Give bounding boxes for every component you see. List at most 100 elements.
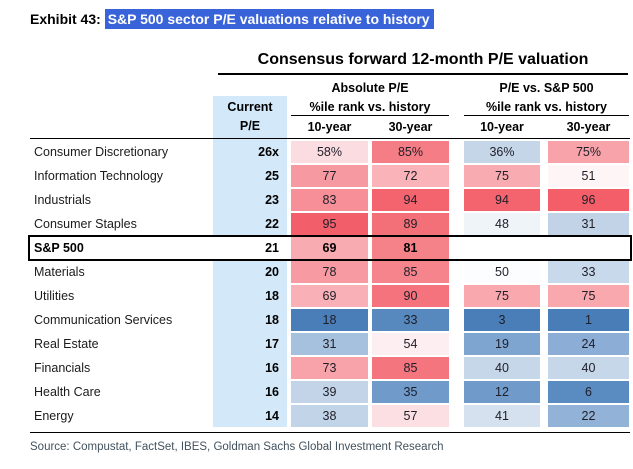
current-pe-value: 25 (265, 169, 279, 183)
rel-10yr-percentile-cell: 19 (464, 333, 540, 355)
abs-10yr-percentile-cell: 83 (291, 189, 368, 211)
column-group-pe-vs-sp500: P/E vs. S&P 500 (499, 81, 594, 95)
exhibit-number-label: Exhibit 43: (30, 11, 101, 27)
rel-10yr-percentile-cell: 40 (464, 357, 540, 379)
current-pe-column-background (213, 96, 287, 427)
abs-10yr-percentile-cell: 18 (291, 309, 368, 331)
sector-label: Consumer Discretionary (34, 145, 169, 159)
rel-30yr-percentile-cell: 22 (548, 405, 629, 427)
rel-30yr-percentile-cell: 75% (548, 141, 629, 163)
current-pe-value: 21 (265, 241, 279, 255)
table-row: Industrials 23 83 94 94 96 (30, 189, 630, 211)
abs-30yr-percentile-cell: 81 (372, 237, 449, 259)
table-row: Communication Services 18 18 33 3 1 (30, 309, 630, 331)
source-attribution: Source: Compustat, FactSet, IBES, Goldma… (30, 441, 444, 453)
table-row: Financials 16 73 85 40 40 (30, 357, 630, 379)
rel-30yr-percentile-cell: 75 (548, 285, 629, 307)
abs-30yr-column-header: 30-year (388, 120, 433, 134)
abs-10yr-percentile-cell: 73 (291, 357, 368, 379)
rel-30yr-percentile-cell: 31 (548, 213, 629, 235)
abs-10yr-percentile-cell: 39 (291, 381, 368, 403)
current-pe-value: 20 (265, 265, 279, 279)
rel-30yr-percentile-cell: 96 (548, 189, 629, 211)
rel-10yr-column-header: 10-year (480, 120, 524, 134)
rel-10yr-percentile-cell: 12 (464, 381, 540, 403)
sector-label: Materials (34, 265, 85, 279)
abs-30yr-percentile-cell: 57 (372, 405, 449, 427)
rel-30yr-percentile-cell: 40 (548, 357, 629, 379)
table-title: Consensus forward 12-month P/E valuation (218, 51, 628, 75)
rel-10yr-percentile-cell (464, 237, 540, 259)
header-divider-line (30, 138, 630, 139)
rel-30yr-percentile-cell (548, 237, 629, 259)
sector-label: Real Estate (34, 337, 99, 351)
sector-label: Financials (34, 361, 91, 375)
sector-label: Industrials (34, 193, 91, 207)
current-pe-column-header: Current P/E (213, 98, 287, 136)
exhibit-title-highlighted: S&P 500 sector P/E valuations relative t… (104, 9, 434, 29)
current-pe-value: 14 (265, 409, 279, 423)
abs-30yr-percentile-cell: 54 (372, 333, 449, 355)
abs-30yr-percentile-cell: 72 (372, 165, 449, 187)
sector-label: Health Care (34, 385, 101, 399)
table-row: Energy 14 38 57 41 22 (30, 405, 630, 427)
current-pe-value: 23 (265, 193, 279, 207)
rel-30yr-percentile-cell: 1 (548, 309, 629, 331)
current-pe-value: 22 (265, 217, 279, 231)
abs-10yr-percentile-cell: 69 (291, 237, 368, 259)
table-row: Health Care 16 39 35 12 6 (30, 381, 630, 403)
sector-label: S&P 500 (34, 241, 84, 255)
rel-10yr-percentile-cell: 94 (464, 189, 540, 211)
sector-label: Communication Services (34, 313, 173, 327)
table-row: Consumer Staples 22 95 89 48 31 (30, 213, 630, 235)
rel-10yr-percentile-cell: 36% (464, 141, 540, 163)
abs-30yr-percentile-cell: 89 (372, 213, 449, 235)
abs-10yr-percentile-cell: 78 (291, 261, 368, 283)
current-pe-header-line2: P/E (239, 119, 261, 133)
table-row: Materials 20 78 85 50 33 (30, 261, 630, 283)
table-row: Utilities 18 69 90 75 75 (30, 285, 630, 307)
current-pe-value: 18 (265, 289, 279, 303)
abs-30yr-percentile-cell: 85 (372, 261, 449, 283)
rel-30yr-percentile-cell: 6 (548, 381, 629, 403)
abs-10yr-percentile-cell: 31 (291, 333, 368, 355)
rel-30yr-column-header: 30-year (566, 120, 611, 134)
table-row: Real Estate 17 31 54 19 24 (30, 333, 630, 355)
abs-30yr-percentile-cell: 35 (372, 381, 449, 403)
rel-10yr-percentile-cell: 48 (464, 213, 540, 235)
rel-10yr-percentile-cell: 50 (464, 261, 540, 283)
exhibit-heading: Exhibit 43: S&P 500 sector P/E valuation… (30, 9, 434, 29)
sector-label: Utilities (34, 289, 75, 303)
abs-10yr-percentile-cell: 69 (291, 285, 368, 307)
abs-10yr-percentile-cell: 38 (291, 405, 368, 427)
current-pe-value: 26x (258, 145, 279, 159)
abs-30yr-percentile-cell: 90 (372, 285, 449, 307)
table-bottom-line (30, 432, 630, 433)
table-row: Information Technology 25 77 72 75 51 (30, 165, 630, 187)
rel-30yr-percentile-cell: 24 (548, 333, 629, 355)
sector-label: Consumer Staples (34, 217, 137, 231)
current-pe-header-line1: Current (227, 100, 273, 114)
rel-10yr-percentile-cell: 41 (464, 405, 540, 427)
current-pe-value: 18 (265, 313, 279, 327)
abs-30yr-percentile-cell: 94 (372, 189, 449, 211)
column-group-absolute-pe: Absolute P/E (331, 81, 409, 95)
rel-10yr-percentile-cell: 75 (464, 165, 540, 187)
table-body: Consumer Discretionary 26x 58% 85% 36% 7… (30, 141, 630, 429)
abs-percentile-header: %ile rank vs. history (291, 100, 449, 116)
current-pe-value: 16 (265, 385, 279, 399)
rel-percentile-header: %ile rank vs. history (464, 100, 629, 116)
abs-10yr-percentile-cell: 58% (291, 141, 368, 163)
abs-10yr-percentile-cell: 77 (291, 165, 368, 187)
rel-10yr-percentile-cell: 75 (464, 285, 540, 307)
abs-10yr-column-header: 10-year (307, 120, 352, 134)
rel-30yr-percentile-cell: 51 (548, 165, 629, 187)
rel-30yr-percentile-cell: 33 (548, 261, 629, 283)
abs-30yr-percentile-cell: 33 (372, 309, 449, 331)
table-row: S&P 500 21 69 81 (30, 237, 630, 259)
abs-30yr-percentile-cell: 85% (372, 141, 449, 163)
sector-label: Information Technology (34, 169, 164, 183)
sector-label: Energy (34, 409, 74, 423)
table-row: Consumer Discretionary 26x 58% 85% 36% 7… (30, 141, 630, 163)
